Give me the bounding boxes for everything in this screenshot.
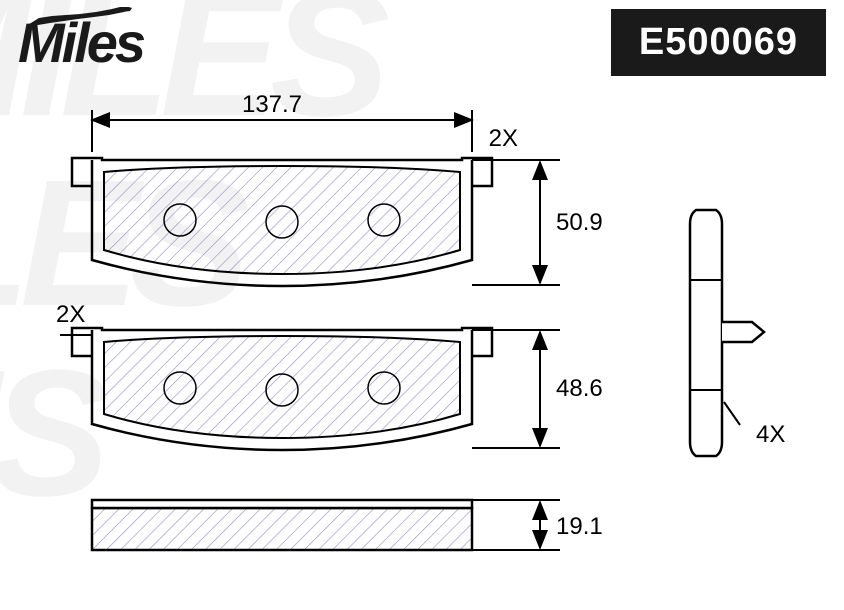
part-number-box: E500069 (611, 9, 826, 76)
pad1-qty: 2X (489, 125, 518, 152)
dim-h2-label: 48.6 (556, 375, 603, 402)
brake-pad-bottom (72, 328, 492, 450)
dim-width-label: 137.7 (242, 91, 302, 118)
technical-diagram: 137.7 2X 50.9 2X 48.6 19.1 (0, 90, 844, 610)
clip-qty: 4X (756, 421, 785, 448)
header: Miles E500069 (0, 4, 844, 80)
pad-side-view (92, 500, 472, 550)
pad2-qty: 2X (56, 301, 85, 328)
dim-h1-label: 50.9 (556, 209, 603, 236)
greyhound-icon (24, 6, 134, 28)
retaining-clip (690, 210, 764, 456)
brand-logo: Miles (18, 10, 143, 75)
brake-pad-top (72, 158, 492, 286)
part-number: E500069 (639, 21, 798, 63)
dim-thickness-label: 19.1 (556, 513, 603, 540)
